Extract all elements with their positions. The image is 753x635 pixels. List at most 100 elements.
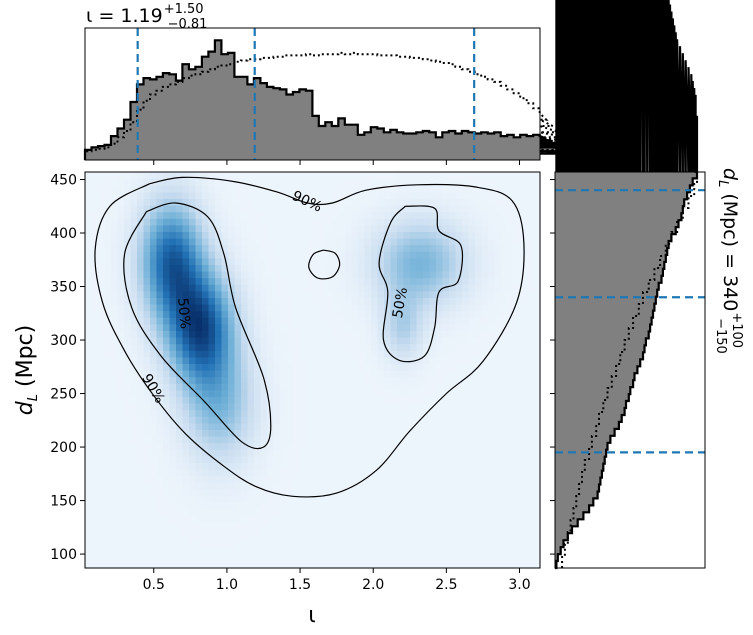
density-cell xyxy=(189,482,197,490)
density-cell xyxy=(228,277,236,285)
density-cell xyxy=(442,290,450,298)
density-cell xyxy=(176,257,184,265)
density-cell xyxy=(176,271,184,279)
density-cell xyxy=(176,376,184,384)
density-cell xyxy=(319,284,327,292)
density-cell xyxy=(189,264,197,272)
density-cell xyxy=(338,515,346,523)
density-cell xyxy=(260,310,268,318)
density-cell xyxy=(189,238,197,246)
density-cell xyxy=(85,271,93,279)
density-cell xyxy=(527,535,535,543)
density-cell xyxy=(397,535,405,543)
density-cell xyxy=(501,198,509,206)
density-cell xyxy=(91,508,99,516)
density-cell xyxy=(325,317,333,325)
density-cell xyxy=(104,462,112,470)
density-cell xyxy=(384,502,392,510)
density-cell xyxy=(364,356,372,364)
density-cell xyxy=(150,244,158,252)
density-cell xyxy=(247,224,255,232)
density-cell xyxy=(137,422,145,430)
density-cell xyxy=(377,251,385,259)
density-cell xyxy=(416,409,424,417)
density-cell xyxy=(325,264,333,272)
density-cell xyxy=(403,508,411,516)
density-cell xyxy=(137,231,145,239)
y-tick-label: 250 xyxy=(50,387,77,403)
density-cell xyxy=(273,363,281,371)
density-cell xyxy=(371,383,379,391)
density-cell xyxy=(475,257,483,265)
density-cell xyxy=(306,304,314,312)
density-cell xyxy=(143,277,151,285)
density-cell xyxy=(312,528,320,536)
density-cell xyxy=(208,172,216,180)
density-cell xyxy=(377,310,385,318)
density-cell xyxy=(130,211,138,219)
density-cell xyxy=(260,251,268,259)
density-cell xyxy=(215,416,223,424)
density-cell xyxy=(488,449,496,457)
density-cell xyxy=(312,205,320,213)
density-cell xyxy=(299,370,307,378)
density-cell xyxy=(221,350,229,358)
density-cell xyxy=(143,422,151,430)
density-cell xyxy=(468,561,476,569)
density-cell xyxy=(234,211,242,219)
density-cell xyxy=(299,449,307,457)
density-cell xyxy=(527,264,535,272)
density-cell xyxy=(143,521,151,529)
density-cell xyxy=(507,469,515,477)
density-cell xyxy=(156,436,164,444)
density-cell xyxy=(286,495,294,503)
density-cell xyxy=(202,310,210,318)
density-cell xyxy=(247,462,255,470)
density-cell xyxy=(371,403,379,411)
density-cell xyxy=(85,264,93,272)
density-cell xyxy=(514,323,522,331)
density-cell xyxy=(416,198,424,206)
density-cell xyxy=(514,356,522,364)
density-cell xyxy=(195,251,203,259)
density-cell xyxy=(410,508,418,516)
density-cell xyxy=(397,528,405,536)
density-cell xyxy=(429,172,437,180)
density-cell xyxy=(501,409,509,417)
density-cell xyxy=(488,271,496,279)
density-cell xyxy=(390,535,398,543)
density-cell xyxy=(117,323,125,331)
density-cell xyxy=(514,337,522,345)
density-cell xyxy=(501,541,509,549)
density-heatmap xyxy=(85,172,541,569)
density-cell xyxy=(468,317,476,325)
density-cell xyxy=(403,317,411,325)
density-cell xyxy=(98,198,106,206)
density-cell xyxy=(488,224,496,232)
density-cell xyxy=(312,508,320,516)
density-cell xyxy=(169,403,177,411)
density-cell xyxy=(481,521,489,529)
density-cell xyxy=(501,475,509,483)
density-cell xyxy=(371,449,379,457)
density-cell xyxy=(325,205,333,213)
density-cell xyxy=(488,488,496,496)
density-cell xyxy=(358,264,366,272)
density-cell xyxy=(494,541,502,549)
density-cell xyxy=(273,469,281,477)
density-cell xyxy=(280,541,288,549)
density-cell xyxy=(397,304,405,312)
density-cell xyxy=(260,350,268,358)
density-cell xyxy=(423,211,431,219)
density-cell xyxy=(527,429,535,437)
density-cell xyxy=(130,238,138,246)
density-cell xyxy=(104,541,112,549)
density-cell xyxy=(169,449,177,457)
density-cell xyxy=(247,244,255,252)
density-cell xyxy=(169,343,177,351)
density-cell xyxy=(91,323,99,331)
density-cell xyxy=(299,191,307,199)
density-cell xyxy=(416,218,424,226)
density-cell xyxy=(533,554,541,562)
density-cell xyxy=(325,482,333,490)
